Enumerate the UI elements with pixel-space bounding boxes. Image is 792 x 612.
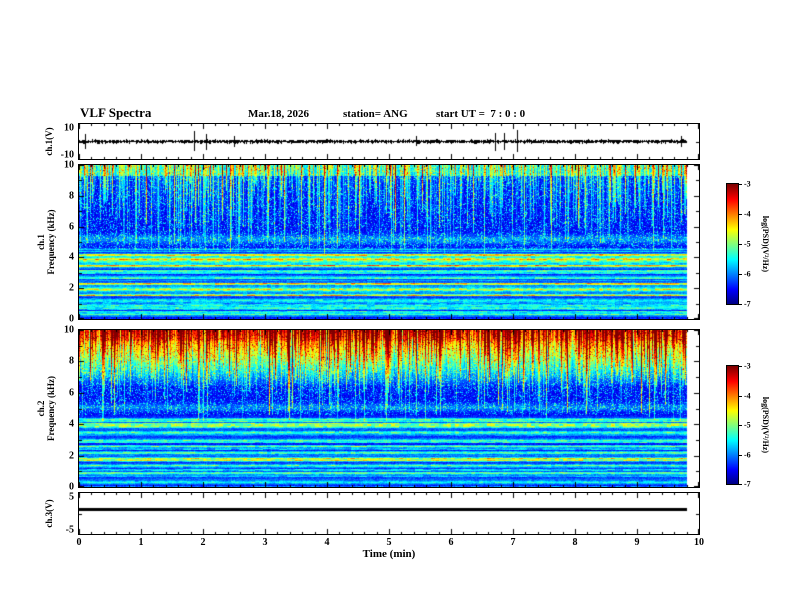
- colorbar1-title: log(PSD)(V²/Hz): [761, 215, 770, 273]
- colorbar-tick-label: -7: [744, 299, 751, 309]
- ch2-spec-axis-title-channel: ch.2: [36, 400, 46, 417]
- ch3-waveform-canvas: [79, 493, 699, 534]
- colorbar2-title: log(PSD)(V²/Hz): [761, 396, 770, 454]
- colorbar2-canvas: [727, 366, 738, 484]
- ch2-spec-ytick-label: 10: [64, 324, 74, 336]
- ch3-wave-ymin-label: -5: [65, 524, 74, 536]
- colorbar-tick-label: -5: [744, 420, 751, 430]
- colorbar1-canvas: [727, 184, 738, 304]
- colorbar-tick-label: -5: [744, 239, 751, 249]
- colorbar-tick-label: -4: [744, 209, 751, 219]
- ch2-spec-ytick-label: 6: [69, 387, 74, 399]
- x-tick-label: 5: [386, 537, 392, 548]
- ch1-spectrogram-canvas: [79, 165, 699, 319]
- colorbar-tick: [739, 425, 742, 426]
- colorbar-tick-label: -6: [744, 450, 751, 459]
- x-tick-label: 9: [634, 537, 640, 548]
- x-tick-label: 8: [572, 537, 578, 548]
- ch1-waveform-canvas: [79, 124, 699, 159]
- colorbar-tick: [739, 184, 742, 185]
- ch1-spec-ytick-label: 6: [69, 221, 74, 233]
- x-tick-label: 2: [200, 537, 206, 548]
- ch1-spec-ytick-label: 2: [69, 282, 74, 294]
- x-tick-label: 0: [76, 537, 82, 548]
- colorbar-tick: [739, 304, 742, 305]
- ch2-spec-ytick-label: 4: [69, 418, 74, 430]
- ch1-spec-ytick-label: 4: [69, 251, 74, 263]
- x-axis-title: Time (min): [362, 548, 416, 560]
- colorbar-tick: [739, 244, 742, 245]
- header-date: Mar.18, 2026: [248, 108, 310, 120]
- ch1-wave-ymin-label: -10: [60, 149, 74, 161]
- ch1-spectrogram-panel: [78, 164, 700, 320]
- x-tick-label: 7: [510, 537, 516, 548]
- ch3-wave-axis-title: ch.3(V): [44, 499, 54, 528]
- ch2-spec-ytick-label: 8: [69, 355, 74, 367]
- colorbar1: [726, 183, 739, 305]
- ch2-spectrogram-panel: [78, 329, 700, 488]
- colorbar-tick: [739, 395, 742, 397]
- x-tick-label: 1: [138, 537, 144, 548]
- colorbar-tick: [739, 214, 742, 215]
- ch1-spec-ytick-label: 10: [64, 159, 74, 171]
- ch2-spectrogram-canvas: [79, 330, 699, 487]
- ch2-spec-axis-title-frequency: Frequency (kHz): [46, 375, 56, 442]
- ch1-spec-ytick-label: 8: [69, 190, 74, 202]
- ch2-spec-ytick-label: 2: [69, 450, 74, 462]
- colorbar-tick-label: -4: [744, 391, 751, 400]
- ch1-spec-axis-title-frequency: Frequency (kHz): [46, 209, 56, 275]
- colorbar2: [726, 365, 739, 485]
- x-tick-label: 3: [262, 537, 268, 548]
- figure-title: VLF Spectra: [80, 105, 152, 120]
- colorbar-tick: [739, 484, 742, 485]
- ch2-spec-ytick-label: 0: [69, 481, 74, 493]
- ch1-waveform-panel: [78, 123, 700, 160]
- x-tick-label: 6: [448, 537, 454, 548]
- ch3-wave-ymax-label: 5: [69, 491, 74, 503]
- x-tick-label: 4: [324, 537, 330, 548]
- ch1-spec-axis-title-channel: ch.1: [36, 234, 46, 250]
- ch3-waveform-panel: [78, 492, 700, 535]
- header-start-ut: start UT = 7 : 0 : 0: [436, 108, 526, 120]
- colorbar-tick: [739, 366, 742, 367]
- ch1-wave-axis-title: ch.1(V): [44, 127, 54, 156]
- colorbar-tick: [739, 454, 742, 456]
- x-tick-label: 10: [694, 537, 704, 548]
- colorbar-tick-label: -6: [744, 269, 751, 279]
- ch1-spec-ytick-label: 0: [69, 313, 74, 325]
- colorbar-tick-label: -3: [744, 361, 751, 371]
- ch2-spec-axis-title: ch.2 Frequency (kHz): [36, 329, 56, 488]
- colorbar-tick-label: -3: [744, 179, 751, 189]
- colorbar-tick-label: -7: [744, 479, 751, 489]
- ch1-spec-axis-title: ch.1 Frequency (kHz): [36, 164, 56, 320]
- ch1-wave-ymax-label: 10: [64, 122, 74, 134]
- header-station: station= ANG: [343, 108, 408, 120]
- colorbar-tick: [739, 274, 742, 275]
